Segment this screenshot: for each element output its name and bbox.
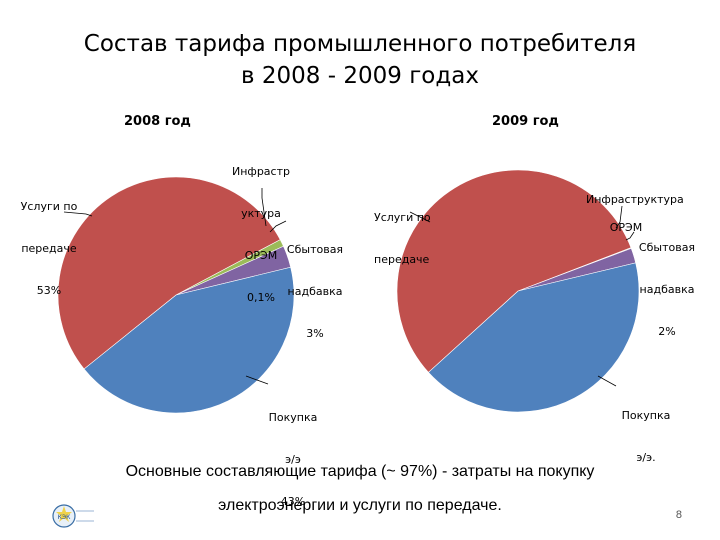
label-2009-sales-markup: Сбытовая надбавка 2%: [632, 213, 702, 353]
label-2008-sales-markup-line3: 3%: [306, 327, 324, 340]
slice-2008-transmission: [57, 176, 281, 370]
slice-2009-purchase: [427, 262, 640, 413]
leader-2008-purchase: [245, 375, 269, 385]
label-2008-infrastructure-line1: Инфрастр: [232, 165, 290, 178]
label-2009-purchase: Покупка э/э.: [614, 381, 678, 479]
label-2008-transmission-line2: передаче: [21, 242, 77, 255]
label-2008-transmission-line3: 53%: [36, 284, 62, 297]
label-2009-infrastructure-line1: Инфраструктура: [586, 193, 684, 206]
label-2009-sales-markup-line3: 2%: [658, 325, 676, 338]
slide-title: Состав тарифа промышленного потребителя …: [40, 28, 680, 92]
leader-2008-infrastructure: [261, 188, 267, 227]
label-2009-transmission-line2: передаче: [374, 253, 430, 266]
slide-title-line1: Состав тарифа промышленного потребителя: [83, 31, 637, 57]
label-2008-infrastructure: Инфрастр уктура ОРЭМ 0,1%: [232, 137, 290, 319]
label-2009-purchase-line2: э/э.: [636, 451, 656, 464]
leader-2009-transmission: [409, 211, 431, 223]
leader-2009-sales-markup: [625, 231, 635, 241]
label-2008-transmission: Услуги по передаче 53%: [14, 172, 84, 312]
label-2008-infrastructure-line3: ОРЭМ: [244, 249, 278, 262]
leader-2009-purchase: [597, 375, 617, 387]
label-2008-infrastructure-line4: 0,1%: [247, 291, 275, 304]
slice-2009-transmission: [396, 169, 632, 373]
chart-title-2008: 2008 год: [124, 114, 191, 129]
company-logo: КЭК: [52, 504, 94, 528]
label-2008-sales-markup: Сбытовая надбавка 3%: [282, 215, 348, 355]
label-2009-sales-markup-line1: Сбытовая: [638, 241, 696, 254]
label-2009-transmission: Услуги по передаче: [374, 183, 454, 281]
label-2009-sales-markup-line2: надбавка: [639, 283, 695, 296]
slide-title-line2: в 2008 - 2009 годах: [241, 63, 479, 89]
label-2008-sales-markup-line1: Сбытовая: [286, 243, 344, 256]
label-2009-infrastructure-line2: ОРЭМ: [609, 221, 643, 234]
label-2008-purchase-line2: э/э: [285, 453, 301, 466]
footer-line1: Основные составляющие тарифа (~ 97%) - з…: [125, 463, 595, 480]
chart-title-2009: 2009 год: [492, 114, 559, 129]
label-2008-purchase-line1: Покупка: [268, 411, 318, 424]
slice-2008-purchase: [83, 266, 295, 414]
leader-2008-sales-markup: [269, 220, 287, 233]
label-2009-transmission-line1: Услуги по: [374, 211, 431, 224]
leader-2009-infrastructure: [615, 205, 623, 229]
logo-text: КЭК: [58, 514, 71, 521]
label-2009-infrastructure: Инфраструктура ОРЭМ: [586, 165, 684, 235]
page-number: 8: [675, 509, 682, 521]
footer-line2: электроэнергии и услуги по передаче.: [218, 497, 502, 514]
label-2008-purchase-line3: 43%: [280, 495, 306, 508]
label-2008-purchase: Покупка э/э 43%: [262, 383, 324, 523]
label-2009-purchase-line1: Покупка: [621, 409, 671, 422]
label-2008-sales-markup-line2: надбавка: [287, 285, 343, 298]
label-2008-transmission-line1: Услуги по: [20, 200, 78, 213]
label-2008-infrastructure-line2: уктура: [241, 207, 281, 220]
leader-2008-transmission: [63, 211, 93, 217]
